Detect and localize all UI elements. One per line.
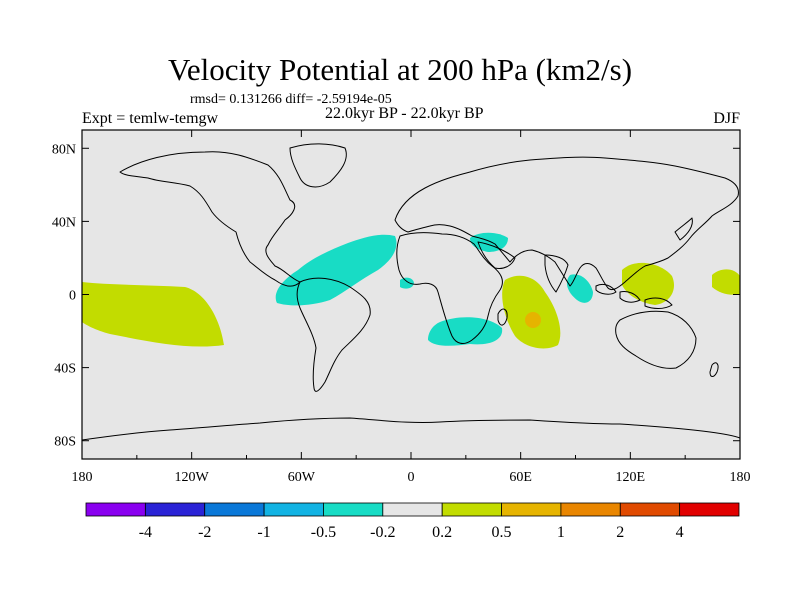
period-label: 22.0kyr BP - 22.0kyr BP <box>325 105 484 122</box>
lon-tick-label: 0 <box>408 470 415 485</box>
lon-tick-label: 120E <box>616 470 646 485</box>
negative-region-atlantic <box>275 234 397 306</box>
colorbar-swatch <box>619 502 681 517</box>
positive-region-west-pacific <box>712 269 740 295</box>
lat-tick-label: 40N <box>52 215 76 230</box>
lon-tick-label: 180 <box>72 470 93 485</box>
season-label: DJF <box>713 110 740 127</box>
colorbar-label: 1 <box>557 524 565 541</box>
colorbar-swatch <box>679 502 740 517</box>
lon-tick-label: 120W <box>175 470 210 485</box>
negative-region-gulf-guinea <box>400 277 414 289</box>
colorbar-swatch <box>323 502 384 517</box>
negative-region-south-africa <box>428 317 503 346</box>
positive-core-indian-ocean <box>525 312 541 328</box>
colorbar-label: -4 <box>139 524 152 541</box>
lat-tick-label: 80N <box>52 142 76 157</box>
colorbar: -4 -2 -1 -0.5 -0.2 0.2 0.5 1 2 4 <box>85 502 740 541</box>
colorbar-label: 4 <box>676 524 684 541</box>
map-title: Velocity Potential at 200 hPa (km2/s) <box>167 52 633 87</box>
colorbar-label: 0.5 <box>492 524 512 541</box>
colorbar-swatch <box>501 502 562 517</box>
colorbar-swatch <box>263 502 324 517</box>
colorbar-label: -1 <box>257 524 270 541</box>
colorbar-swatch <box>560 502 621 517</box>
colorbar-label: -2 <box>198 524 211 541</box>
colorbar-swatch <box>382 502 443 517</box>
coastlines <box>82 143 740 441</box>
lon-tick-label: 60E <box>509 470 532 485</box>
colorbar-label: 2 <box>616 524 624 541</box>
colorbar-label: 0.2 <box>432 524 452 541</box>
lon-tick-label: 180 <box>730 470 751 485</box>
positive-region-east-pacific <box>82 282 224 347</box>
lat-tick-label: 40S <box>54 362 76 377</box>
map-axes: 180 120W 60W 0 60E 120E 180 80N 40N 0 40S 80S <box>52 130 751 485</box>
stats-text: rmsd= 0.131266 diff= -2.59194e-05 <box>190 92 392 107</box>
experiment-label: Expt = temlw-temgw <box>82 110 219 127</box>
lon-tick-label: 60W <box>288 470 316 485</box>
colorbar-swatch <box>204 502 265 517</box>
lat-tick-label: 0 <box>69 289 76 304</box>
colorbar-swatch <box>85 502 146 517</box>
lat-tick-label: 80S <box>54 435 76 450</box>
colorbar-label: -0.2 <box>370 524 395 541</box>
colorbar-label: -0.5 <box>311 524 336 541</box>
colorbar-swatch <box>441 502 502 517</box>
positive-region-indian-ocean <box>502 275 561 349</box>
colorbar-swatch <box>144 502 206 517</box>
